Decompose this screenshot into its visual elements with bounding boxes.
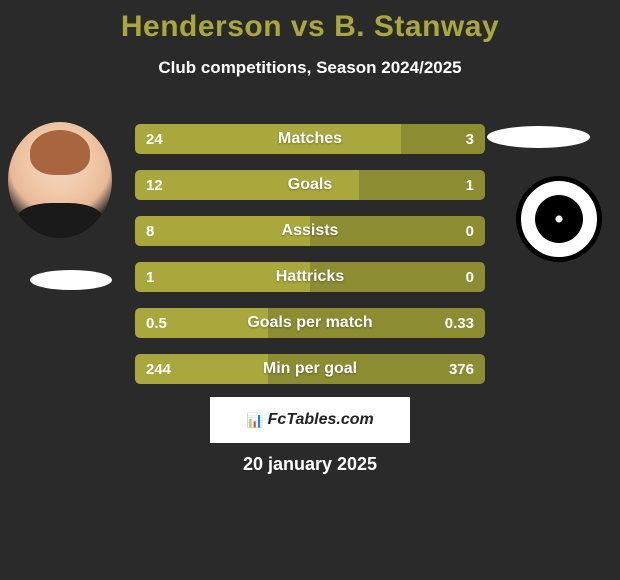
stat-right-value: 0.33 xyxy=(268,308,485,338)
stat-left-value: 1 xyxy=(135,262,310,292)
brand-text: FcTables.com xyxy=(268,411,374,429)
player-right-avatar-placeholder xyxy=(487,126,590,148)
comparison-card: Henderson vs B. Stanway Club competition… xyxy=(0,0,620,580)
stat-row: 244376Min per goal xyxy=(135,354,485,384)
snapshot-date: 20 january 2025 xyxy=(0,454,620,475)
stat-left-value: 24 xyxy=(135,124,401,154)
comparison-subtitle: Club competitions, Season 2024/2025 xyxy=(0,58,620,78)
stat-right-value: 1 xyxy=(359,170,485,200)
stat-left-value: 8 xyxy=(135,216,310,246)
thistle-icon xyxy=(535,195,583,243)
stat-row: 0.50.33Goals per match xyxy=(135,308,485,338)
player-right-team-badge xyxy=(516,176,602,262)
stat-right-value: 0 xyxy=(310,262,485,292)
stat-row: 121Goals xyxy=(135,170,485,200)
stat-row: 243Matches xyxy=(135,124,485,154)
player-left-avatar xyxy=(8,122,112,238)
stat-right-value: 376 xyxy=(268,354,485,384)
stat-left-value: 244 xyxy=(135,354,268,384)
player-left-team-badge-placeholder xyxy=(30,270,112,290)
stat-right-value: 3 xyxy=(401,124,485,154)
comparison-title: Henderson vs B. Stanway xyxy=(0,0,620,44)
stat-row: 80Assists xyxy=(135,216,485,246)
brand-badge: 📊 FcTables.com xyxy=(210,397,410,443)
stats-table: 243Matches 121Goals 80Assists 10Hattricks 0.… xyxy=(135,124,485,400)
stat-right-value: 0 xyxy=(310,216,485,246)
stat-left-value: 12 xyxy=(135,170,359,200)
brand-icon: 📊 xyxy=(246,412,263,429)
stat-left-value: 0.5 xyxy=(135,308,268,338)
stat-row: 10Hattricks xyxy=(135,262,485,292)
